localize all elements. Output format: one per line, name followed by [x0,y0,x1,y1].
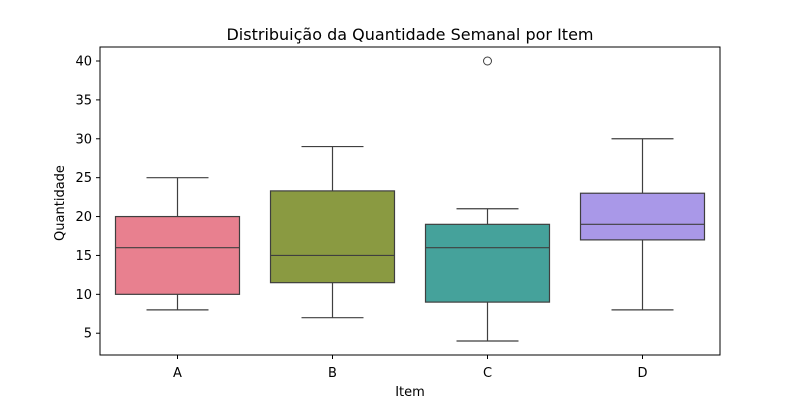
outlier-point [483,56,492,66]
iqr-box [269,190,396,284]
chart-title: Distribuição da Quantidade Semanal por I… [226,25,593,44]
y-axis-label: Quantidade [53,165,68,241]
x-axis-label: Item [395,385,425,400]
plot-frame [99,46,721,356]
x-tick-label: A [173,366,182,381]
box-group-b [269,145,396,319]
y-tick-label: 15 [75,249,92,264]
y-tick-label: 35 [75,93,92,108]
y-tick-label: 25 [75,171,92,186]
plot-marks [114,56,706,342]
x-tick-label: C [483,366,492,381]
x-tick-label: D [637,366,647,381]
y-tick-label: 40 [75,55,92,70]
iqr-box [424,223,551,303]
y-tick-label: 20 [75,210,92,225]
y-tick-label: 30 [75,132,92,147]
iqr-box [114,215,241,295]
y-tick-label: 10 [75,288,92,303]
x-axis: A B C D [173,355,648,381]
y-axis: 5 10 15 20 25 30 35 40 [75,55,100,342]
box-group-a [114,177,241,311]
y-tick-label: 5 [84,327,92,342]
iqr-box [579,192,706,241]
x-tick-label: B [328,366,337,381]
box-group-c [424,56,551,342]
box-group-d [579,138,706,311]
